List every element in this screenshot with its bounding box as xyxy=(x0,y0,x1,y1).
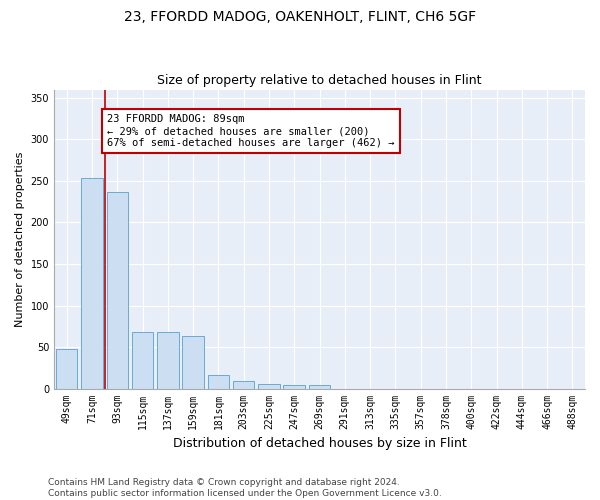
Bar xyxy=(309,385,330,388)
Bar xyxy=(81,178,103,388)
Bar xyxy=(107,192,128,388)
Bar xyxy=(258,384,280,388)
Bar xyxy=(56,348,77,389)
Bar xyxy=(132,332,153,388)
Bar xyxy=(233,381,254,388)
Bar xyxy=(208,376,229,388)
Bar xyxy=(157,332,179,388)
Text: 23 FFORDD MADOG: 89sqm
← 29% of detached houses are smaller (200)
67% of semi-de: 23 FFORDD MADOG: 89sqm ← 29% of detached… xyxy=(107,114,395,148)
Text: Contains HM Land Registry data © Crown copyright and database right 2024.
Contai: Contains HM Land Registry data © Crown c… xyxy=(48,478,442,498)
Title: Size of property relative to detached houses in Flint: Size of property relative to detached ho… xyxy=(157,74,482,87)
X-axis label: Distribution of detached houses by size in Flint: Distribution of detached houses by size … xyxy=(173,437,466,450)
Y-axis label: Number of detached properties: Number of detached properties xyxy=(15,152,25,326)
Text: 23, FFORDD MADOG, OAKENHOLT, FLINT, CH6 5GF: 23, FFORDD MADOG, OAKENHOLT, FLINT, CH6 … xyxy=(124,10,476,24)
Bar xyxy=(283,385,305,388)
Bar xyxy=(182,336,204,388)
